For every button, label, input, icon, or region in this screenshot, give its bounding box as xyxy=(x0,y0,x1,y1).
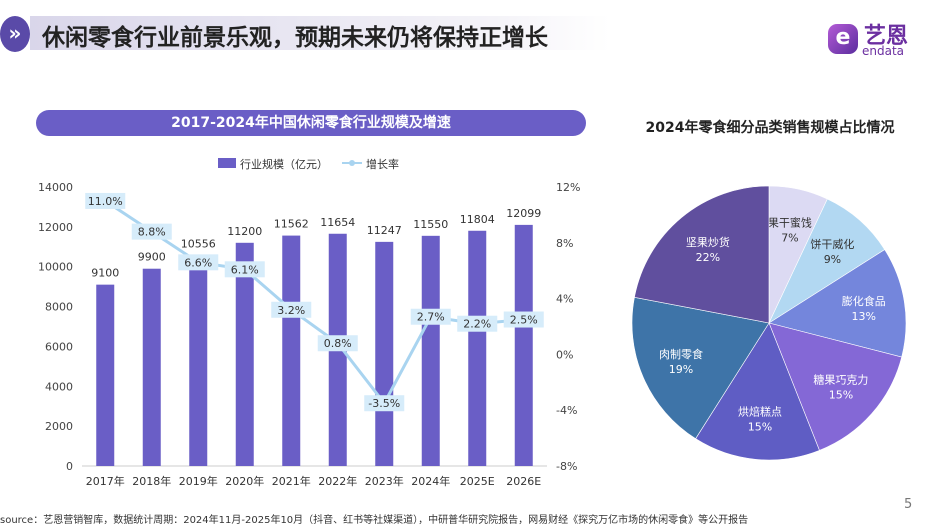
bar xyxy=(282,235,301,466)
growth-label-box xyxy=(457,315,498,332)
bar-data-label: 11550 xyxy=(413,218,448,231)
y-left-tick: 6000 xyxy=(45,340,73,353)
bar xyxy=(96,284,115,466)
source-note: source：艺恩营销智库，数据统计周期：2024年11月-2025年10月（抖… xyxy=(0,515,749,526)
y-left-tick: 10000 xyxy=(38,261,73,274)
bar xyxy=(375,241,394,466)
legend-bar-swatch xyxy=(218,158,236,168)
growth-data-label: 2.7% xyxy=(417,311,445,324)
page-number: 5 xyxy=(904,497,913,512)
growth-data-label: -3.5% xyxy=(368,397,400,410)
logo: e 艺恩 endata xyxy=(828,18,918,58)
x-tick-label: 2025E xyxy=(460,475,495,488)
pie-slice-label: 坚果炒货 xyxy=(686,235,730,249)
pie-slice xyxy=(768,322,903,451)
y-right-tick: 0% xyxy=(556,348,573,361)
pie-slice-value: 19% xyxy=(669,363,693,376)
pie-slice xyxy=(695,322,820,461)
growth-data-label: 2.2% xyxy=(463,318,491,331)
bar xyxy=(421,235,440,466)
y-right-tick: 4% xyxy=(556,293,573,306)
header-banner xyxy=(30,16,610,50)
logo-mark-icon: e xyxy=(828,24,858,54)
growth-label-box xyxy=(271,301,312,318)
x-tick-label: 2023年 xyxy=(365,474,404,488)
growth-label-box xyxy=(364,395,405,412)
growth-label-box xyxy=(224,261,265,278)
y-right-tick: 12% xyxy=(556,181,580,194)
growth-data-label: 2.5% xyxy=(510,314,538,327)
pie-chart-title: 2024年零食细分品类销售规模占比情况 xyxy=(645,120,895,136)
growth-label-box xyxy=(503,311,544,328)
y-right-tick: -4% xyxy=(556,404,577,417)
y-right-tick: 8% xyxy=(556,237,573,250)
pie-slice-label: 果干蜜饯 xyxy=(768,215,812,229)
x-tick-label: 2026E xyxy=(506,475,541,488)
growth-label-box xyxy=(410,308,451,325)
y-left-tick: 14000 xyxy=(38,181,73,194)
x-tick-label: 2021年 xyxy=(272,474,311,488)
growth-line xyxy=(104,199,524,406)
bar-data-label: 9100 xyxy=(91,267,119,280)
y-left-tick: 4000 xyxy=(45,380,73,393)
growth-label-box xyxy=(317,335,358,352)
bar xyxy=(468,230,487,466)
y-left-tick: 2000 xyxy=(45,420,73,433)
pie-slice-value: 7% xyxy=(781,231,798,244)
pie-slice-label: 烘焙糕点 xyxy=(738,404,782,418)
growth-data-label: 3.2% xyxy=(277,304,305,317)
legend-line-label: 增长率 xyxy=(366,157,399,171)
x-tick-label: 2020年 xyxy=(225,474,264,488)
growth-data-label: 6.1% xyxy=(231,263,259,276)
growth-data-label: 11.0% xyxy=(88,195,123,208)
x-tick-label: 2024年 xyxy=(411,474,450,488)
pie-slice xyxy=(634,185,770,324)
pie-slice xyxy=(768,249,907,358)
double-chevron-right-icon: » xyxy=(0,16,30,52)
pie-slice-label: 膨化食品 xyxy=(842,294,886,308)
pie-slice-value: 15% xyxy=(829,388,853,401)
pie-slice-value: 13% xyxy=(851,310,875,323)
pie-slice-label: 糖果巧克力 xyxy=(813,372,868,386)
bar-data-label: 11562 xyxy=(274,218,309,231)
bar xyxy=(514,224,533,466)
bar-data-label: 11654 xyxy=(320,216,355,229)
bar-data-label: 12099 xyxy=(506,207,541,220)
logo-en: endata xyxy=(862,44,905,58)
y-left-tick: 8000 xyxy=(45,301,73,314)
x-tick-label: 2019年 xyxy=(179,474,218,488)
pie-slice-value: 15% xyxy=(748,420,772,433)
growth-data-label: 8.8% xyxy=(138,226,166,239)
growth-data-label: 0.8% xyxy=(324,337,352,350)
pie-slice-value: 9% xyxy=(824,253,841,266)
bar xyxy=(189,255,208,466)
bar-data-label: 11247 xyxy=(367,224,402,237)
growth-label-box xyxy=(85,192,126,209)
pie-slice xyxy=(631,296,770,440)
bar xyxy=(235,242,254,466)
legend-line-marker xyxy=(349,160,355,166)
pie-slice-label: 肉制零食 xyxy=(659,347,703,361)
bar-chart-title: 2017-2024年中国休闲零食行业规模及增速 xyxy=(36,110,586,136)
pie-slice-label: 饼干威化 xyxy=(810,237,854,251)
x-tick-label: 2022年 xyxy=(318,474,357,488)
bar-data-label: 10556 xyxy=(181,238,216,251)
growth-label-box xyxy=(178,254,219,271)
x-tick-label: 2018年 xyxy=(132,474,171,488)
bar-data-label: 9900 xyxy=(138,251,166,264)
pie-slice-value: 22% xyxy=(696,251,720,264)
logo-cn: 艺恩 xyxy=(864,24,909,49)
bar-data-label: 11804 xyxy=(460,213,495,226)
y-left-tick: 12000 xyxy=(38,221,73,234)
x-tick-label: 2017年 xyxy=(86,474,125,488)
y-right-tick: -8% xyxy=(556,460,577,473)
growth-data-label: 6.6% xyxy=(184,256,212,269)
legend-bar-label: 行业规模（亿元） xyxy=(240,157,328,171)
bar-data-label: 11200 xyxy=(227,225,262,238)
y-left-tick: 0 xyxy=(66,460,73,473)
growth-label-box xyxy=(131,223,172,240)
page-title: 休闲零食行业前景乐观，预期未来仍将保持正增长 xyxy=(42,25,548,51)
bar xyxy=(142,268,161,466)
